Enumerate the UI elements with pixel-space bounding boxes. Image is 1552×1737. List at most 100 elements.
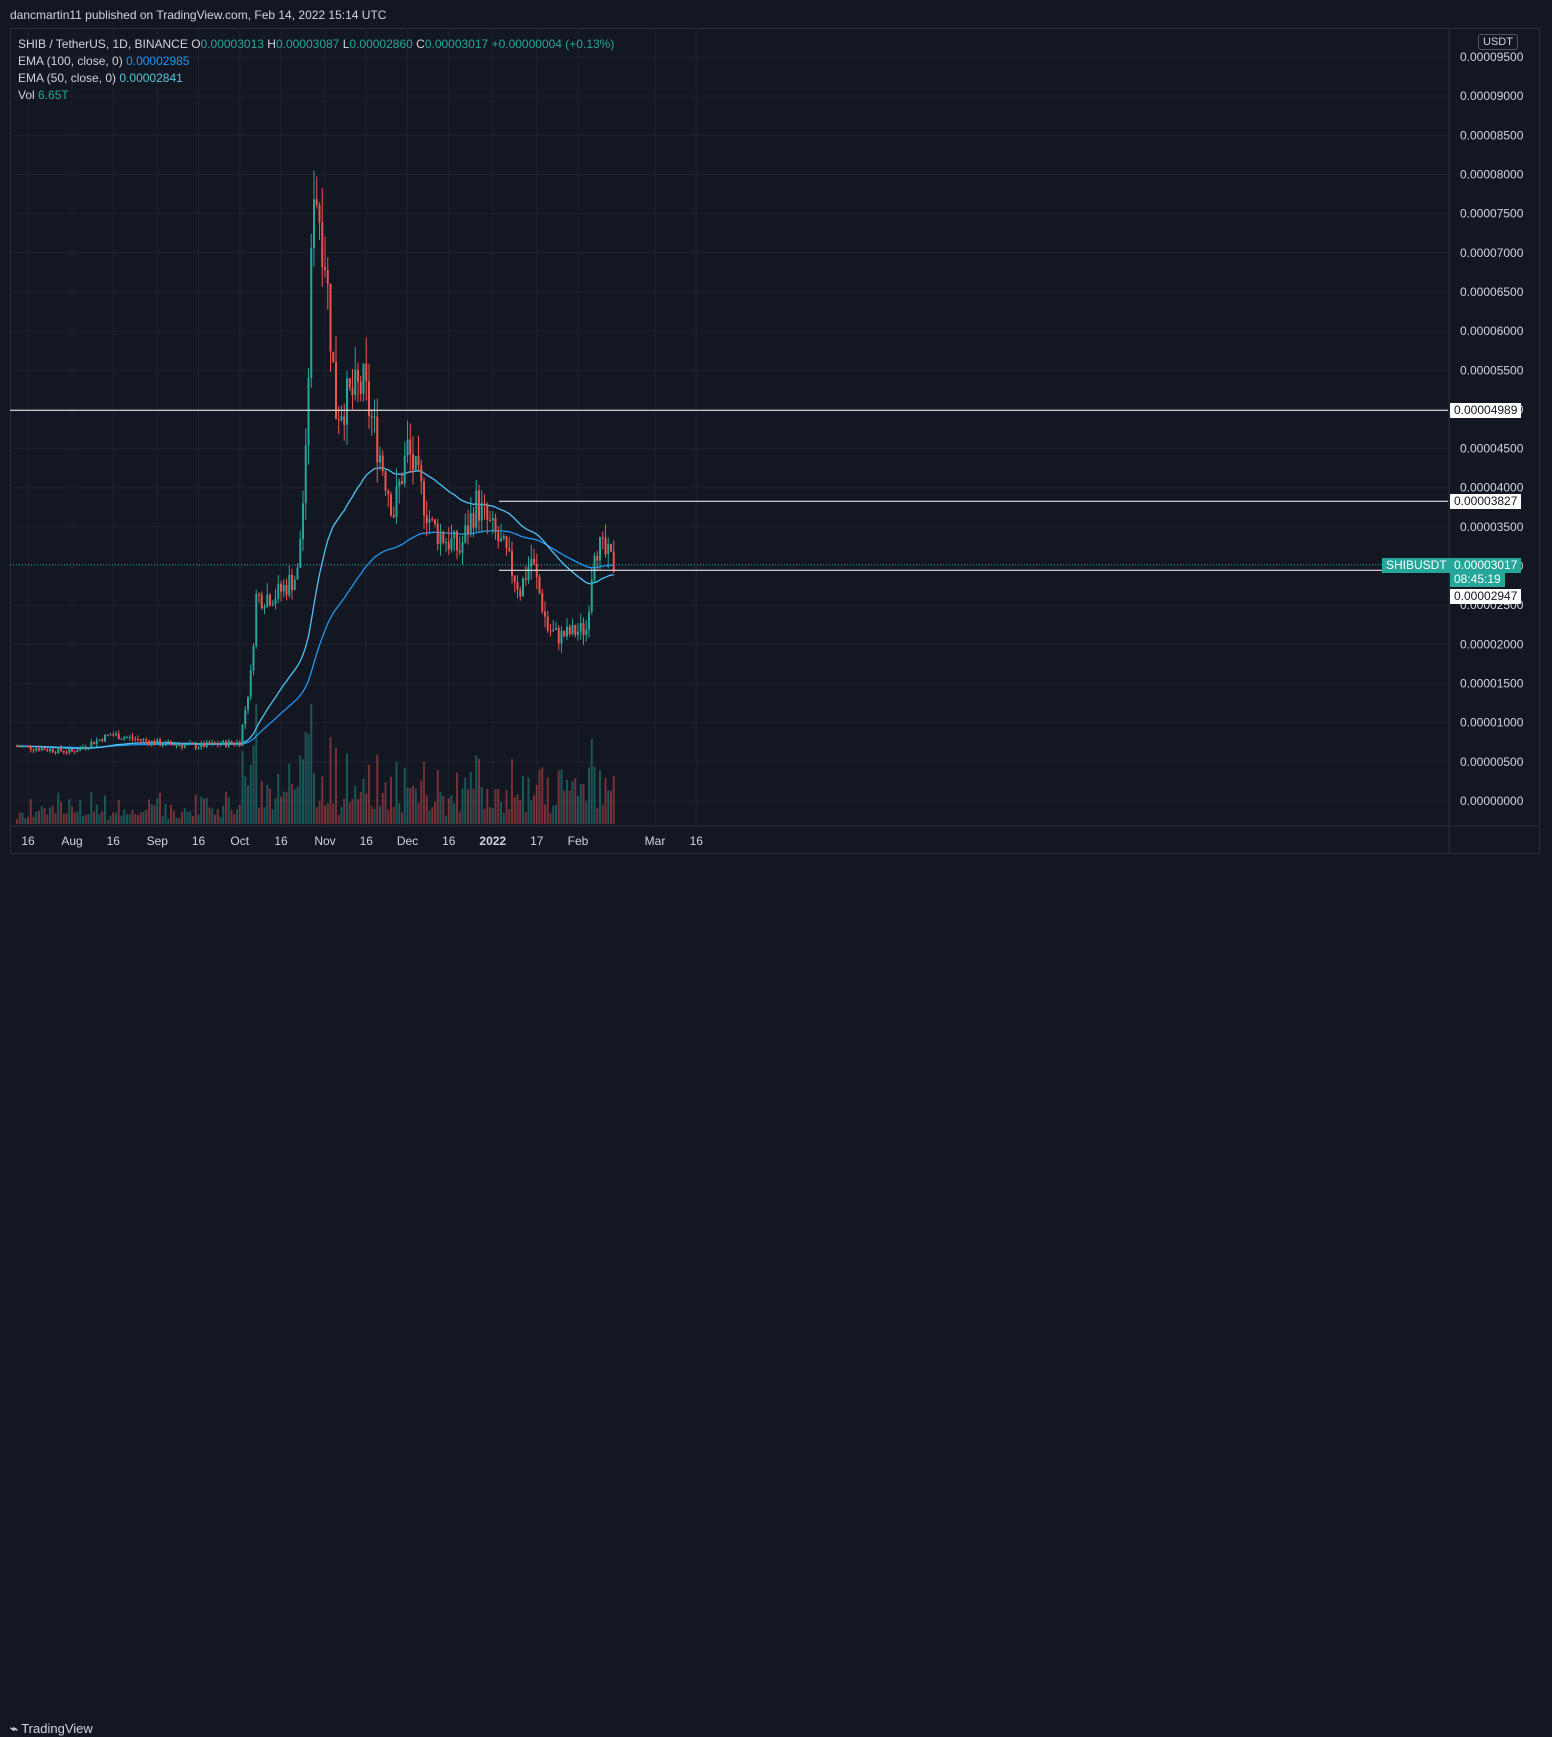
tv-icon: ⌁: [10, 1721, 18, 1736]
volume-bar: [60, 801, 62, 824]
candle-body: [137, 739, 139, 741]
candle-body: [65, 752, 68, 754]
candle-body: [291, 574, 293, 591]
currency-unit-badge[interactable]: USDT: [1478, 34, 1518, 50]
volume-bar: [109, 815, 112, 824]
candle-body: [354, 370, 357, 396]
candle-body: [109, 734, 112, 736]
volume-bar: [332, 803, 335, 824]
volume-bar: [607, 790, 610, 824]
candle-body: [497, 532, 500, 542]
volume-bar: [134, 814, 137, 824]
volume-bar: [32, 816, 35, 824]
volume-bar: [40, 806, 43, 824]
candle-body: [159, 739, 161, 746]
price-chart[interactable]: 0.00009500 0.00009000 0.00008500 0.00008000…: [0, 0, 1552, 889]
volume-bar: [359, 792, 362, 824]
ema100-label: EMA (100, close, 0): [18, 54, 123, 68]
volume-bar: [164, 803, 167, 824]
volume-bar: [98, 814, 101, 824]
volume-bar: [527, 777, 530, 824]
y-tick-label: 0.00006500: [1460, 285, 1524, 299]
volume-bar: [236, 809, 238, 824]
candle-body: [134, 738, 137, 740]
volume-bar: [483, 808, 486, 824]
y-tick-label: 0.00000000: [1460, 794, 1524, 808]
volume-bar: [555, 804, 557, 824]
volume-bar: [568, 790, 571, 824]
candle-body: [302, 503, 304, 540]
volume-bar: [150, 804, 153, 824]
candle-body: [442, 532, 445, 543]
volume-bar: [153, 805, 156, 824]
candle-body: [599, 537, 601, 561]
candle-body: [478, 490, 480, 521]
candle-body: [214, 742, 216, 744]
volume-bar: [398, 802, 401, 824]
candle-body: [560, 631, 563, 644]
candle-body: [546, 616, 549, 631]
candle-body: [277, 583, 280, 599]
volume-bar: [604, 777, 607, 824]
volume-bar: [194, 794, 197, 824]
tradingview-logo[interactable]: ⌁ TradingView: [10, 1721, 93, 1737]
ema100-row[interactable]: EMA (100, close, 0) 0.00002985: [18, 53, 614, 70]
volume-bar: [57, 792, 60, 824]
volume-bar: [612, 775, 615, 824]
volume-bar: [585, 801, 588, 824]
candle-body: [293, 579, 296, 591]
candle-body: [566, 626, 568, 637]
volume-bar: [472, 788, 475, 824]
volume-bar: [610, 790, 612, 824]
symbol-title[interactable]: SHIB / TetherUS, 1D, BINANCE: [18, 37, 188, 51]
candle-body: [263, 606, 266, 609]
volume-bar: [337, 814, 340, 824]
candle-body: [73, 751, 76, 753]
candle-body: [87, 747, 90, 749]
candle-body: [38, 748, 40, 751]
candle-body: [313, 199, 315, 248]
candle-body: [351, 387, 354, 396]
x-tick-label: Sep: [147, 834, 169, 848]
candle-body: [365, 363, 368, 382]
volume-bar: [577, 795, 579, 824]
x-tick-label: 16: [360, 834, 374, 848]
candle-body: [260, 594, 263, 609]
close-label: C: [416, 37, 425, 51]
candle-body: [104, 734, 106, 742]
volume-bar: [362, 778, 365, 824]
volume-bar: [181, 811, 183, 824]
y-tick-label: 0.00004000: [1460, 481, 1524, 495]
volume-bar: [324, 805, 326, 824]
candle-body: [244, 709, 247, 725]
y-tick-label: 0.00002000: [1460, 637, 1524, 651]
volume-bar: [71, 806, 73, 824]
x-tick-label: Nov: [314, 834, 335, 848]
volume-bar: [533, 795, 535, 824]
candle-body: [464, 525, 467, 543]
volume-bar: [544, 804, 546, 824]
volume-bar: [450, 795, 453, 824]
candle-body: [145, 739, 148, 742]
top-bar: dancmartin11 published on TradingView.co…: [0, 0, 1552, 28]
volume-bar: [216, 809, 219, 824]
candle-body: [538, 576, 541, 593]
candle-body: [401, 481, 403, 484]
ema50-row[interactable]: EMA (50, close, 0) 0.00002841: [18, 70, 614, 87]
candle-body: [236, 741, 238, 745]
x-tick-label: 16: [107, 834, 121, 848]
candle-body: [27, 745, 29, 747]
x-tick-label: 17: [530, 834, 544, 848]
volume-bar: [593, 766, 596, 824]
volume-row[interactable]: Vol 6.65T: [18, 87, 614, 104]
candle-body: [436, 523, 439, 544]
candle-body: [318, 205, 321, 223]
volume-bar: [489, 807, 491, 824]
y-tick-label: 0.00008500: [1460, 128, 1524, 142]
candle-body: [170, 741, 172, 745]
chart-area[interactable]: [10, 28, 1540, 854]
volume-bar: [524, 812, 527, 824]
candle-body: [475, 490, 478, 528]
candle-body: [54, 751, 57, 753]
volume-bar: [307, 734, 310, 824]
